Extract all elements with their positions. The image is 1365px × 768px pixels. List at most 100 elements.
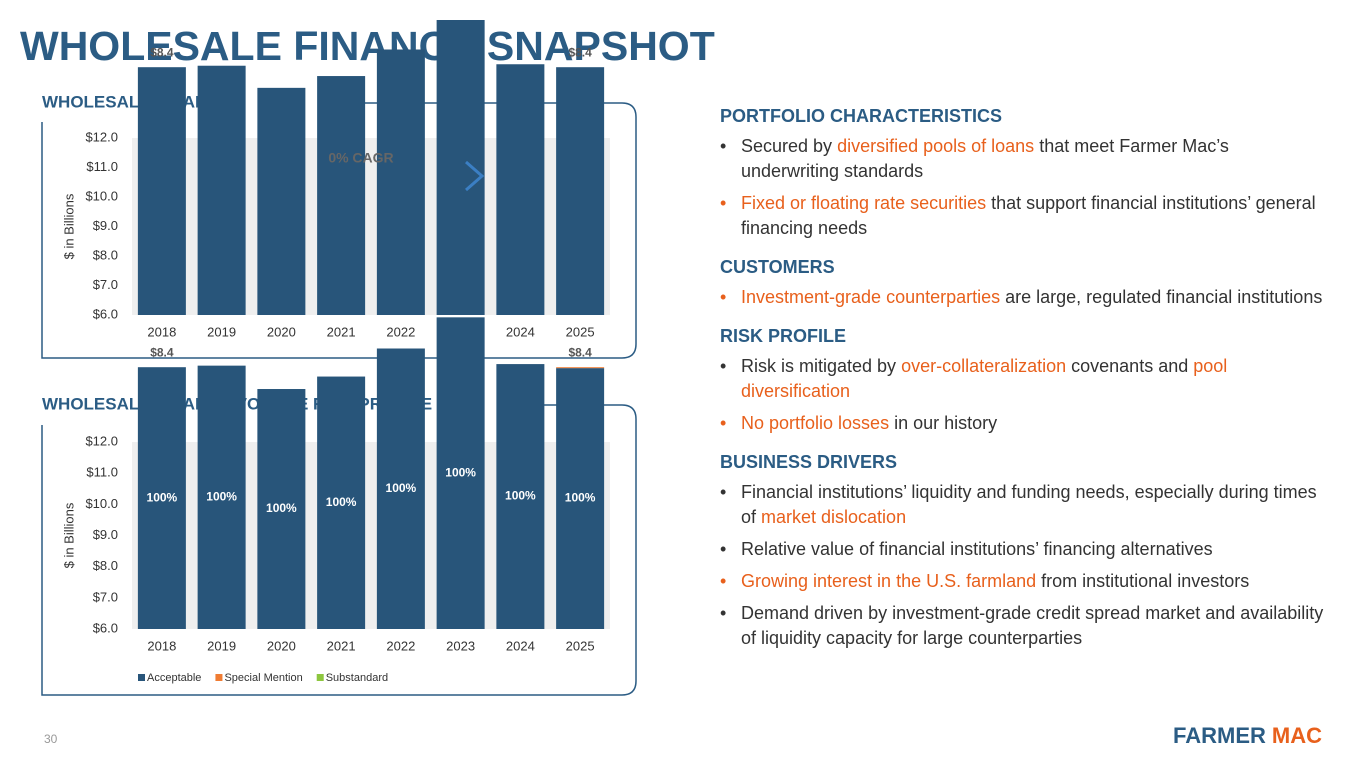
slide-title: WHOLESALE FINANCE SNAPSHOT <box>20 23 715 69</box>
bar <box>137 67 186 315</box>
text: Demand driven by investment-grade credit… <box>741 603 1324 648</box>
x-tick-label: 2020 <box>267 324 296 339</box>
section-heading: CUSTOMERS <box>720 257 835 277</box>
bullet: Growing interest in the U.S. farmland fr… <box>720 569 1330 594</box>
x-tick-label: 2024 <box>506 324 535 339</box>
highlight-text: Growing interest in the U.S. farmland <box>741 571 1037 591</box>
text-column: PORTFOLIO CHARACTERISTICS Secured by dive… <box>720 104 1330 665</box>
bar <box>197 65 246 315</box>
bar <box>197 365 246 629</box>
x-tick-label: 2019 <box>207 638 236 653</box>
annotation: 0% CAGR <box>328 150 393 166</box>
highlight-text: market dislocation <box>761 507 907 527</box>
x-tick-label: 2021 <box>327 638 356 653</box>
y-tick-label: $7.0 <box>93 589 118 604</box>
y-tick-label: $9.0 <box>93 218 118 233</box>
bullet: No portfolio losses in our history <box>720 411 1330 436</box>
x-tick-label: 2021 <box>327 324 356 339</box>
legend-swatch <box>215 674 223 681</box>
bar <box>556 368 605 629</box>
x-tick-label: 2018 <box>147 638 176 653</box>
text: are large, regulated financial instituti… <box>1000 287 1323 307</box>
total-label: $8.4 <box>150 345 174 359</box>
bullet: Financial institutions’ liquidity and fu… <box>720 480 1330 530</box>
share-label: 100% <box>505 489 536 503</box>
bar <box>376 348 425 629</box>
x-tick-label: 2025 <box>566 324 595 339</box>
y-tick-label: $11.0 <box>86 465 118 480</box>
legend-label: Substandard <box>326 672 388 684</box>
y-tick-label: $10.0 <box>85 188 118 203</box>
share-label: 100% <box>565 491 596 505</box>
text: that meet Farmer Mac’s underwriting stan… <box>741 136 1229 181</box>
bar <box>257 87 306 315</box>
cagr-arrowhead <box>465 160 485 192</box>
bar <box>556 67 605 315</box>
logo-first: FARMER <box>1173 723 1266 748</box>
text: in our history <box>889 413 998 433</box>
bullet: Secured by diversified pools of loans th… <box>720 134 1330 184</box>
highlight-text: pool diversification <box>741 356 1228 401</box>
bar <box>496 64 545 315</box>
text: Risk is mitigated by <box>741 356 902 376</box>
text: from institutional investors <box>1036 571 1250 591</box>
x-tick-label: 2025 <box>566 638 595 653</box>
share-label: 100% <box>445 465 476 479</box>
logo-second: MAC <box>1272 723 1322 748</box>
section-heading: PORTFOLIO CHARACTERISTICS <box>720 106 1002 126</box>
y-tick-label: $6.0 <box>93 306 118 321</box>
share-label: 100% <box>266 501 297 515</box>
text: that support financial institutions’ gen… <box>741 193 1316 238</box>
share-label: 100% <box>326 495 357 509</box>
y-tick-label: $11.0 <box>86 159 118 174</box>
x-tick-label: 2024 <box>506 638 535 653</box>
total-label: $8.4 <box>150 45 174 59</box>
bullet: Demand driven by investment-grade credit… <box>720 601 1330 651</box>
section: PORTFOLIO CHARACTERISTICS Secured by dive… <box>720 104 1330 241</box>
bar <box>376 49 425 315</box>
highlight-text: Fixed or floating rate securities <box>741 193 987 213</box>
bullet: Investment-grade counterparties are larg… <box>720 285 1330 310</box>
legend-label: Acceptable <box>147 672 201 684</box>
bar <box>556 367 605 369</box>
bullet: Risk is mitigated by over-collateralizat… <box>720 354 1330 404</box>
legend-swatch <box>316 674 324 681</box>
share-label: 100% <box>386 481 417 495</box>
y-tick-label: $8.0 <box>93 247 118 262</box>
bar <box>317 376 366 629</box>
text: covenants and <box>1066 356 1194 376</box>
logo: FARMER MAC <box>1173 723 1322 748</box>
y-tick-label: $12.0 <box>85 129 118 144</box>
legend-swatch <box>138 674 145 681</box>
x-tick-label: 2022 <box>386 324 415 339</box>
x-tick-label: 2019 <box>207 324 236 339</box>
panel-frame <box>41 404 637 696</box>
bar <box>317 76 366 315</box>
text: Secured by <box>741 136 838 156</box>
total-label: $8.4 <box>568 45 592 59</box>
x-tick-label: 2023 <box>446 638 475 653</box>
bar <box>436 20 485 315</box>
bar <box>257 389 306 629</box>
bar <box>436 317 485 629</box>
x-tick-label: 2018 <box>147 324 176 339</box>
share-label: 100% <box>147 490 178 504</box>
bar <box>496 364 545 629</box>
section: CUSTOMERS Investment-grade counterparties… <box>720 255 1330 310</box>
highlight-text: over-collateralization <box>901 356 1067 376</box>
x-tick-label: 2022 <box>386 638 415 653</box>
highlight-text: No portfolio losses <box>741 413 890 433</box>
bullet: Relative value of financial institutions… <box>720 537 1330 562</box>
x-tick-label: 2020 <box>267 638 296 653</box>
text: Relative value of financial institutions… <box>741 539 1213 559</box>
section-heading: BUSINESS DRIVERS <box>720 452 898 472</box>
y-tick-label: $7.0 <box>93 277 118 292</box>
highlight-text: diversified pools of loans <box>837 136 1035 156</box>
bullet: Fixed or floating rate securities that s… <box>720 191 1330 241</box>
y-axis-label: $ in Billions <box>61 502 76 568</box>
y-tick-label: $8.0 <box>93 558 118 573</box>
page-number: 30 <box>44 732 58 746</box>
y-tick-label: $12.0 <box>85 433 118 448</box>
